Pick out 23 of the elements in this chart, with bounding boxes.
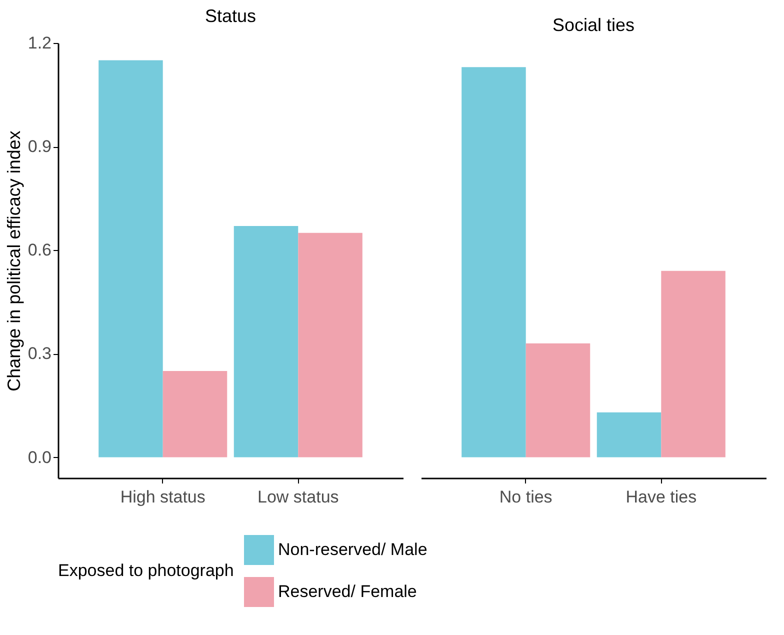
chart-title: Status <box>204 6 256 26</box>
bar <box>596 412 662 458</box>
legend-title: Exposed to photograph <box>58 561 234 580</box>
legend-label: Reserved/ Female <box>278 582 417 601</box>
y-tick-label: 0.6 <box>28 240 52 260</box>
x-tick-label: No ties <box>499 488 552 506</box>
bar <box>234 226 298 458</box>
x-tick-label: Have ties <box>626 488 697 506</box>
bar <box>162 370 228 458</box>
chart-title: Social ties <box>552 15 635 35</box>
legend-label: Non-reserved/ Male <box>278 540 428 559</box>
bar <box>661 270 726 458</box>
bar <box>462 67 526 458</box>
y-tick-label: 0.0 <box>28 448 52 467</box>
y-tick-label: 0.3 <box>28 344 52 364</box>
y-axis-title: Change in political efficacy index <box>4 130 24 392</box>
bar <box>298 232 362 458</box>
y-tick-label: 1.2 <box>28 34 52 52</box>
y-tick-label: 0.9 <box>28 137 52 156</box>
bar <box>98 60 163 458</box>
x-tick-label: High status <box>120 488 206 506</box>
bar <box>526 343 590 458</box>
x-tick-label: Low status <box>258 488 339 506</box>
